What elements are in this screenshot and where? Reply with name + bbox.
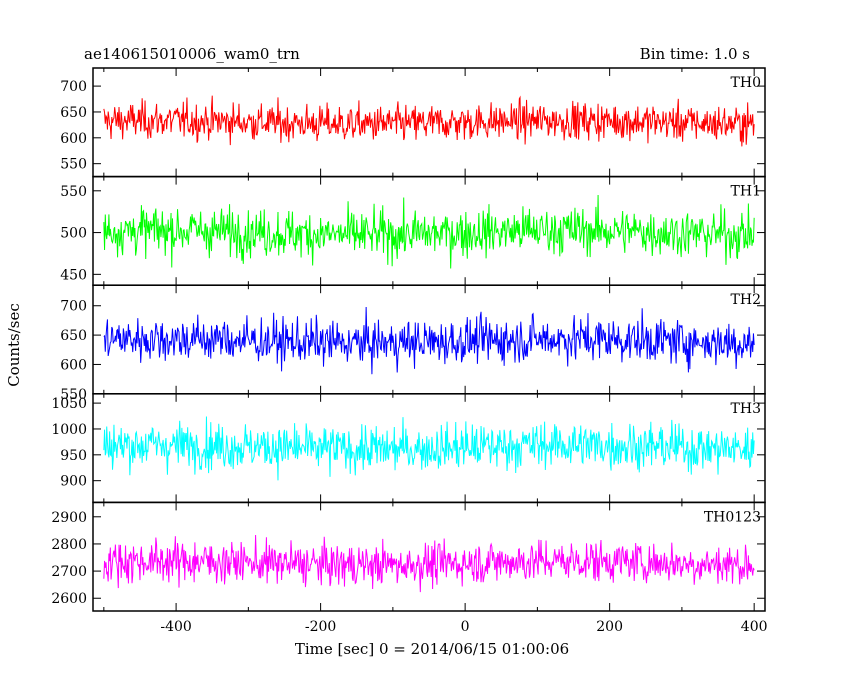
y-tick-label: 2600 [51, 591, 87, 607]
y-tick-label: 700 [60, 79, 87, 95]
series-line-th1 [103, 195, 755, 269]
panel-label-th1: TH1 [731, 184, 761, 200]
y-tick-label: 600 [60, 357, 87, 373]
panel-label-th0123: TH0123 [704, 509, 761, 525]
series-line-th0 [103, 95, 755, 147]
y-tick-label: 1000 [51, 422, 87, 438]
panel-label-th0: TH0 [731, 75, 761, 91]
y-tick-label: 1050 [51, 396, 87, 412]
series-line-th0123 [103, 535, 755, 593]
bin-time-label: Bin time: 1.0 s [639, 45, 750, 63]
y-tick-label: 650 [60, 328, 87, 344]
x-axis-label: Time [sec] 0 = 2014/06/15 01:00:06 [294, 640, 570, 658]
y-tick-label: 450 [60, 267, 87, 283]
y-tick-label: 900 [60, 474, 87, 490]
x-tick-label: 0 [461, 619, 470, 635]
y-tick-label: 550 [60, 157, 87, 173]
y-tick-label: 550 [60, 184, 87, 200]
x-tick-label: 400 [741, 619, 768, 635]
panel-label-th2: TH2 [731, 292, 761, 308]
y-tick-label: 950 [60, 448, 87, 464]
x-tick-label: -200 [305, 619, 336, 635]
y-tick-label: 2900 [51, 510, 87, 526]
y-axis-label: Counts/sec [5, 303, 23, 387]
series-line-th3 [103, 416, 755, 481]
y-tick-label: 2800 [51, 537, 87, 553]
y-tick-label: 2700 [51, 564, 87, 580]
chart-title: ae140615010006_wam0_trn [84, 45, 300, 63]
series-line-th2 [103, 307, 755, 375]
panel-frame-th0123 [92, 501, 766, 612]
x-tick-label: -400 [160, 619, 191, 635]
y-tick-label: 700 [60, 299, 87, 315]
panel-label-th3: TH3 [731, 401, 761, 417]
x-tick-label: 200 [596, 619, 623, 635]
y-tick-label: 650 [60, 105, 87, 121]
y-tick-label: 500 [60, 226, 87, 242]
y-tick-label: 550 [60, 387, 87, 403]
y-tick-label: 600 [60, 131, 87, 147]
